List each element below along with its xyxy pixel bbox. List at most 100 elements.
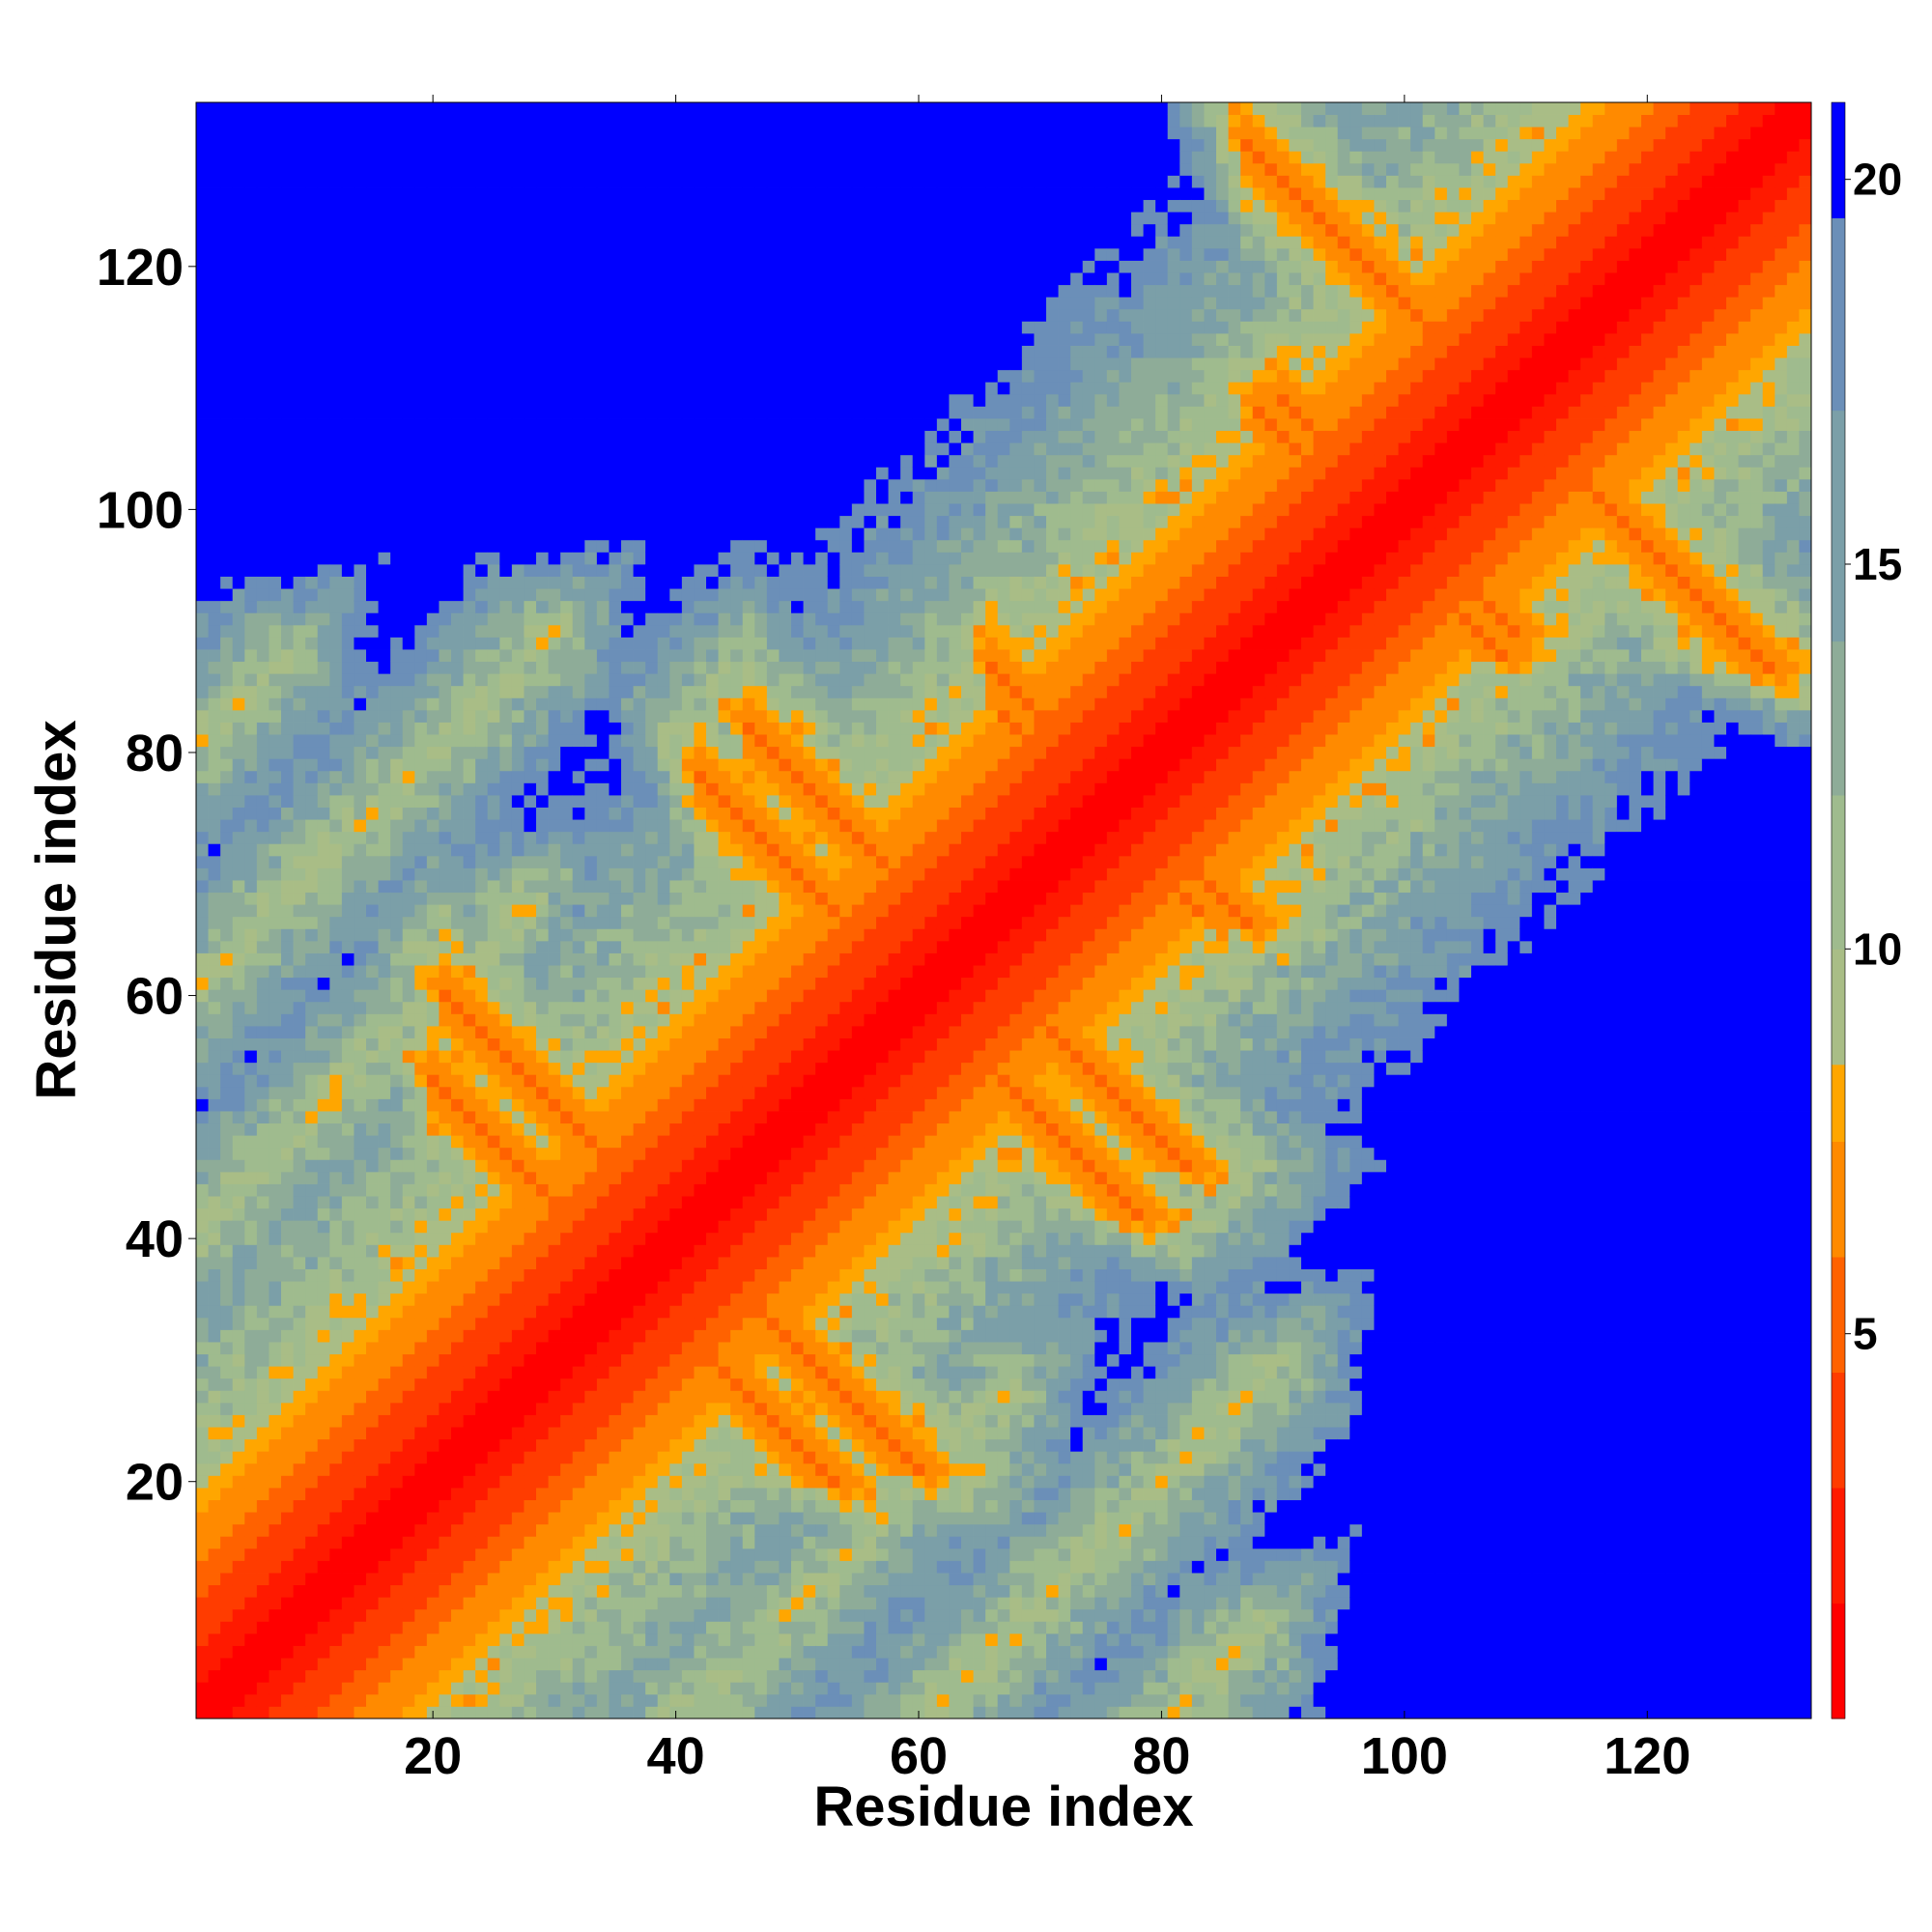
heatmap-cell — [499, 454, 513, 468]
heatmap-cell — [354, 782, 367, 796]
heatmap-cell — [536, 1682, 549, 1695]
heatmap-cell — [208, 478, 221, 492]
heatmap-cell — [524, 1584, 537, 1598]
heatmap-cell — [208, 442, 221, 456]
heatmap-cell — [244, 1196, 258, 1209]
heatmap-cell — [633, 1451, 646, 1464]
heatmap-cell — [609, 260, 622, 273]
heatmap-cell — [584, 928, 598, 942]
heatmap-cell — [378, 940, 391, 953]
heatmap-cell — [621, 1451, 634, 1464]
heatmap-cell — [536, 588, 549, 602]
heatmap-cell — [414, 454, 428, 468]
heatmap-cell — [463, 1536, 476, 1549]
heatmap-cell — [548, 722, 561, 735]
heatmap-cell — [402, 1001, 415, 1014]
heatmap-cell — [390, 722, 404, 735]
heatmap-cell — [524, 746, 537, 759]
heatmap-cell — [609, 1305, 622, 1319]
heatmap-cell — [354, 199, 367, 213]
heatmap-cell — [475, 127, 489, 140]
heatmap-cell — [281, 734, 294, 748]
heatmap-cell — [439, 1208, 452, 1221]
heatmap-cell — [439, 1414, 452, 1428]
heatmap-cell — [341, 187, 355, 201]
heatmap-cell — [524, 1001, 537, 1014]
heatmap-cell — [499, 697, 513, 711]
heatmap-cell — [414, 1171, 428, 1184]
heatmap-cell — [354, 1183, 367, 1197]
heatmap-cell — [329, 1669, 343, 1683]
heatmap-cell — [378, 1159, 391, 1173]
heatmap-cell — [511, 175, 525, 188]
heatmap-cell — [329, 1621, 343, 1634]
heatmap-cell — [609, 382, 622, 395]
heatmap-cell — [269, 1608, 282, 1622]
heatmap-cell — [475, 965, 489, 979]
heatmap-cell — [560, 1706, 574, 1719]
heatmap-cell — [548, 1378, 561, 1391]
heatmap-cell — [511, 127, 525, 140]
heatmap-cell — [390, 1013, 404, 1027]
heatmap-cell — [281, 1026, 294, 1038]
heatmap-cell — [584, 807, 598, 820]
heatmap-cell — [256, 1658, 270, 1671]
heatmap-cell — [208, 892, 221, 905]
heatmap-cell — [402, 697, 415, 711]
heatmap-cell — [621, 1232, 634, 1245]
heatmap-cell — [463, 1196, 476, 1209]
heatmap-cell — [487, 1438, 500, 1452]
heatmap-cell — [414, 527, 428, 541]
heatmap-cell — [524, 867, 537, 881]
heatmap-cell — [560, 1523, 574, 1537]
heatmap-cell — [414, 624, 428, 638]
heatmap-cell — [536, 1037, 549, 1051]
heatmap-cell — [414, 1086, 428, 1099]
heatmap-cell — [439, 1523, 452, 1537]
heatmap-cell — [536, 685, 549, 698]
heatmap-cell — [244, 114, 258, 128]
heatmap-cell — [256, 1378, 270, 1391]
heatmap-cell — [341, 1438, 355, 1452]
heatmap-cell — [560, 1268, 574, 1282]
heatmap-cell — [475, 940, 489, 953]
heatmap-cell — [305, 1523, 319, 1537]
heatmap-cell — [390, 758, 404, 772]
heatmap-cell — [536, 1499, 549, 1513]
heatmap-cell — [426, 722, 440, 735]
heatmap-cell — [560, 940, 574, 953]
heatmap-cell — [439, 467, 452, 480]
heatmap-cell — [584, 952, 598, 966]
heatmap-cell — [317, 564, 330, 577]
heatmap-cell — [645, 1244, 659, 1258]
heatmap-cell — [329, 175, 343, 188]
heatmap-cell — [329, 162, 343, 176]
heatmap-cell — [439, 600, 452, 613]
heatmap-cell — [220, 965, 234, 979]
heatmap-cell — [475, 1208, 489, 1221]
heatmap-cell — [220, 1196, 234, 1209]
heatmap-cell — [256, 819, 270, 833]
heatmap-cell — [281, 977, 294, 990]
heatmap-cell — [317, 1353, 330, 1367]
heatmap-cell — [524, 807, 537, 820]
heatmap-cell — [281, 236, 294, 249]
heatmap-cell — [596, 880, 610, 894]
heatmap-cell — [366, 831, 379, 844]
heatmap-cell — [451, 284, 464, 298]
heatmap-cell — [366, 1147, 379, 1160]
heatmap-cell — [463, 467, 476, 480]
heatmap-cell — [366, 1159, 379, 1173]
heatmap-cell — [572, 1159, 585, 1173]
heatmap-cell — [269, 637, 282, 650]
heatmap-cell — [341, 916, 355, 929]
heatmap-cell — [329, 1512, 343, 1525]
heatmap-cell — [609, 1111, 622, 1124]
heatmap-cell — [451, 393, 464, 407]
heatmap-cell — [536, 345, 549, 358]
heatmap-cell — [511, 1317, 525, 1330]
heatmap-cell — [609, 369, 622, 383]
heatmap-cell — [220, 770, 234, 783]
heatmap-cell — [463, 1633, 476, 1646]
heatmap-cell — [244, 491, 258, 504]
